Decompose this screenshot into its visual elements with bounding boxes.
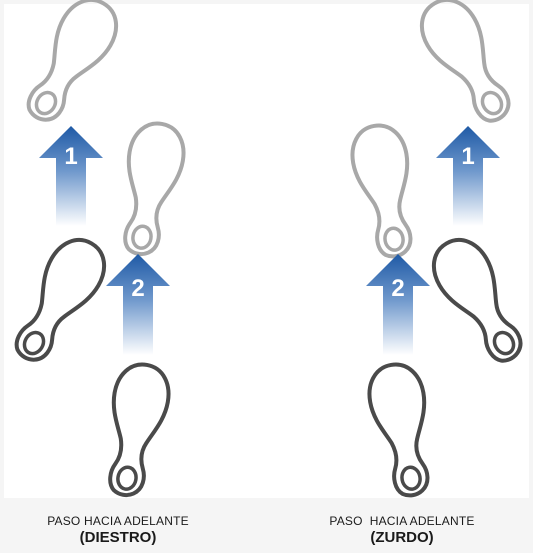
diagram-background <box>4 4 529 498</box>
foot-left-destination <box>12 0 129 134</box>
foot-left-destination <box>345 119 426 263</box>
step-1-arrow: 1 <box>436 126 500 226</box>
foot-right-start <box>95 358 176 500</box>
caption-title: PASO HACIA ADELANTE <box>329 514 475 528</box>
panel-zurdo: 1 2 <box>345 0 533 500</box>
step-1-number: 1 <box>461 143 474 170</box>
step-2-number: 2 <box>391 275 404 302</box>
panel-diestro: 1 2 <box>0 0 191 500</box>
caption-title: PASO HACIA ADELANTE <box>47 514 189 528</box>
foot-right-start <box>421 227 533 374</box>
foot-right-destination <box>110 117 191 261</box>
caption-zurdo: PASO HACIA ADELANTE (ZURDO) <box>292 514 512 546</box>
step-1-number: 1 <box>64 143 77 170</box>
step-1-arrow: 1 <box>39 126 103 226</box>
footstep-illustration: 1 2 <box>0 0 533 500</box>
caption-diestro: PASO HACIA ADELANTE (DIESTRO) <box>8 514 228 546</box>
foot-left-start <box>0 227 117 374</box>
step-2-arrow: 2 <box>106 254 170 355</box>
step-2-arrow: 2 <box>366 254 430 355</box>
foot-right-destination <box>409 0 526 134</box>
step-2-number: 2 <box>131 275 144 302</box>
foot-left-start <box>362 358 443 500</box>
caption-subtitle: (ZURDO) <box>370 529 434 546</box>
caption-subtitle: (DIESTRO) <box>79 529 157 546</box>
